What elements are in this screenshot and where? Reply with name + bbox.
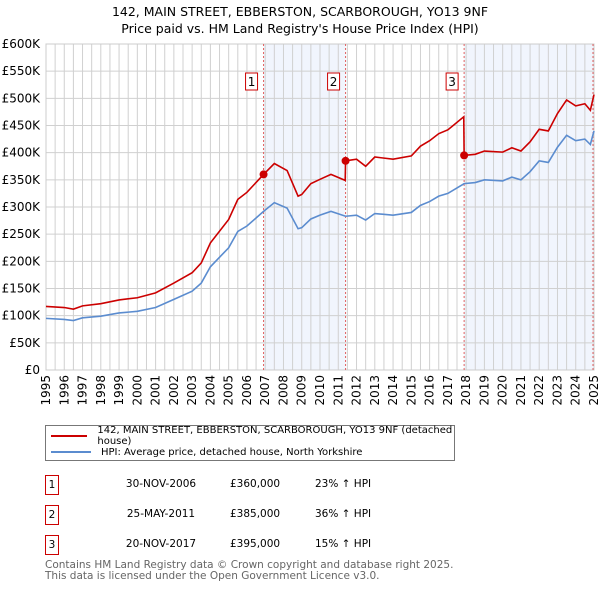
- y-tick-label: £400K: [2, 146, 42, 160]
- chart-title: 142, MAIN STREET, EBBERSTON, SCARBOROUGH…: [111, 4, 489, 19]
- y-tick-label: £450K: [2, 119, 42, 133]
- x-tick-label: 2002: [167, 375, 181, 406]
- x-tick-label: 2014: [386, 375, 400, 406]
- sale-label-box: [445, 72, 459, 91]
- sale-date: 30-NOV-2006: [125, 478, 197, 490]
- sale-hpi-diff: 15% ↑ HPI: [315, 538, 372, 550]
- sale-label-box: [245, 72, 259, 91]
- x-tick-label: 2023: [550, 375, 564, 406]
- x-tick-label: 2021: [514, 375, 528, 406]
- y-tick-label: £250K: [2, 227, 42, 241]
- sale-marker-badge: 1: [45, 475, 59, 495]
- x-tick-label: 2015: [404, 375, 418, 406]
- x-tick-label: 2001: [149, 375, 163, 406]
- sale-date: 25-MAY-2011: [126, 508, 196, 520]
- x-tick-label: 2012: [350, 375, 364, 406]
- x-tick-label: 1996: [57, 375, 71, 406]
- sale-marker-badge: 3: [45, 535, 59, 555]
- sale-price: £360,000: [230, 478, 281, 490]
- x-tick-label: 2010: [313, 375, 327, 406]
- chart-subtitle: Price paid vs. HM Land Registry's House …: [121, 21, 479, 36]
- sale-price: £395,000: [230, 538, 281, 550]
- footer-licence: This data is licensed under the Open Gov…: [45, 570, 380, 582]
- sale-label: 1: [248, 75, 256, 89]
- x-tick-label: 2018: [459, 375, 473, 406]
- x-tick-label: 2017: [441, 375, 455, 406]
- sale-hpi-diff: 36% ↑ HPI: [315, 508, 372, 520]
- x-tick-label: 1995: [39, 375, 53, 406]
- x-tick-label: 1998: [94, 375, 108, 406]
- y-tick-label: £50K: [9, 336, 41, 350]
- sale-label-box: [327, 72, 341, 91]
- x-tick-label: 2004: [203, 375, 217, 406]
- sale-label: 2: [330, 75, 338, 89]
- y-tick-label: £600K: [2, 37, 42, 51]
- sale-point: [341, 156, 350, 165]
- x-tick-label: 2020: [496, 375, 510, 406]
- legend-item-hpi: HPI: Average price, detached house, Nort…: [51, 445, 362, 459]
- sale-date: 20-NOV-2017: [125, 538, 197, 550]
- x-tick-label: 2006: [240, 375, 254, 406]
- sale-point: [460, 151, 469, 160]
- x-tick-label: 2022: [532, 375, 546, 406]
- y-tick-label: £500K: [2, 91, 42, 105]
- y-tick-label: £150K: [2, 282, 42, 296]
- x-tick-label: 2016: [423, 375, 437, 406]
- x-tick-label: 1997: [76, 375, 90, 406]
- y-tick-label: £350K: [2, 173, 42, 187]
- x-tick-label: 2011: [331, 375, 345, 406]
- x-tick-label: 2013: [368, 375, 382, 406]
- sale-label: 3: [448, 75, 456, 89]
- x-tick-label: 2009: [295, 375, 309, 406]
- legend-swatch-red: [51, 435, 88, 437]
- y-tick-label: £0: [25, 363, 40, 377]
- legend-item-property: 142, MAIN STREET, EBBERSTON, SCARBOROUGH…: [51, 425, 454, 447]
- price-chart: £0 £50K £100K £150K £200K £250K £300K £350K £400…: [2, 37, 600, 406]
- y-tick-label: £200K: [2, 254, 42, 268]
- x-tick-label: 2019: [477, 375, 491, 406]
- x-tick-label: 1999: [112, 375, 126, 406]
- plot-border: [45, 43, 595, 371]
- x-tick-label: 2003: [185, 375, 199, 406]
- y-tick-label: £550K: [2, 64, 42, 78]
- y-tick-label: £300K: [2, 200, 42, 214]
- footer: Contains HM Land Registry data © Crown c…: [45, 560, 453, 582]
- sale-hpi-diff: 23% ↑ HPI: [315, 478, 372, 490]
- x-tick-label: 2007: [258, 375, 272, 406]
- legend-swatch-blue: [51, 451, 91, 453]
- x-tick-label: 2025: [587, 375, 600, 406]
- hpi-line: [45, 130, 595, 322]
- x-tick-label: 2024: [569, 375, 583, 406]
- legend: 142, MAIN STREET, EBBERSTON, SCARBOROUGH…: [45, 425, 455, 461]
- legend-label: 142, MAIN STREET, EBBERSTON, SCARBOROUGH…: [97, 425, 453, 447]
- sale-marker-badge: 2: [45, 505, 59, 525]
- y-tick-label: £100K: [2, 309, 42, 323]
- sale-price: £385,000: [230, 508, 281, 520]
- x-tick-label: 2005: [222, 375, 236, 406]
- price-paid-line: [45, 94, 595, 310]
- legend-label: HPI: Average price, detached house, Nort…: [101, 446, 363, 458]
- x-tick-label: 2000: [130, 375, 144, 406]
- footer-copyright: Contains HM Land Registry data © Crown c…: [45, 559, 454, 571]
- x-tick-label: 2008: [276, 375, 290, 406]
- sale-point: [259, 170, 268, 179]
